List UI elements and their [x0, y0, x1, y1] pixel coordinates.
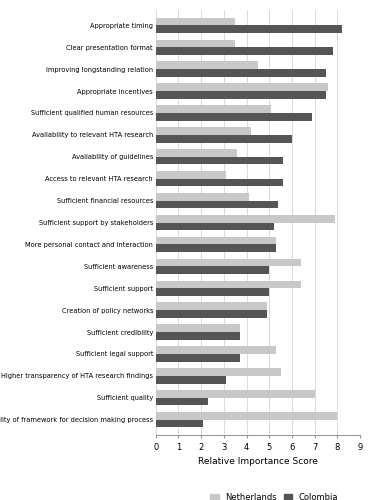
- Bar: [156, 157, 283, 164]
- Bar: [156, 178, 283, 186]
- Bar: [156, 40, 235, 47]
- Bar: [156, 280, 301, 288]
- Bar: [156, 200, 278, 208]
- Bar: [156, 193, 249, 200]
- Bar: [156, 91, 326, 98]
- Bar: [156, 368, 280, 376]
- Bar: [156, 310, 267, 318]
- Bar: [156, 324, 240, 332]
- Bar: [156, 26, 342, 33]
- Bar: [156, 398, 208, 406]
- Bar: [156, 302, 267, 310]
- Bar: [156, 222, 274, 230]
- Bar: [156, 236, 276, 244]
- Bar: [156, 390, 315, 398]
- Bar: [156, 106, 272, 113]
- Bar: [156, 69, 326, 77]
- Bar: [156, 244, 276, 252]
- Bar: [156, 215, 335, 222]
- Bar: [156, 171, 226, 178]
- Bar: [156, 127, 251, 135]
- Bar: [156, 47, 333, 55]
- Bar: [156, 354, 240, 362]
- Bar: [156, 135, 292, 142]
- X-axis label: Relative Importance Score: Relative Importance Score: [198, 457, 318, 466]
- Bar: [156, 258, 301, 266]
- Bar: [156, 84, 328, 91]
- Bar: [156, 149, 237, 157]
- Bar: [156, 18, 235, 25]
- Bar: [156, 62, 258, 69]
- Bar: [156, 420, 203, 428]
- Bar: [156, 288, 269, 296]
- Bar: [156, 266, 269, 274]
- Legend: Netherlands, Colombia: Netherlands, Colombia: [207, 490, 341, 500]
- Bar: [156, 412, 337, 420]
- Bar: [156, 332, 240, 340]
- Bar: [156, 346, 276, 354]
- Bar: [156, 376, 226, 384]
- Bar: [156, 113, 312, 120]
